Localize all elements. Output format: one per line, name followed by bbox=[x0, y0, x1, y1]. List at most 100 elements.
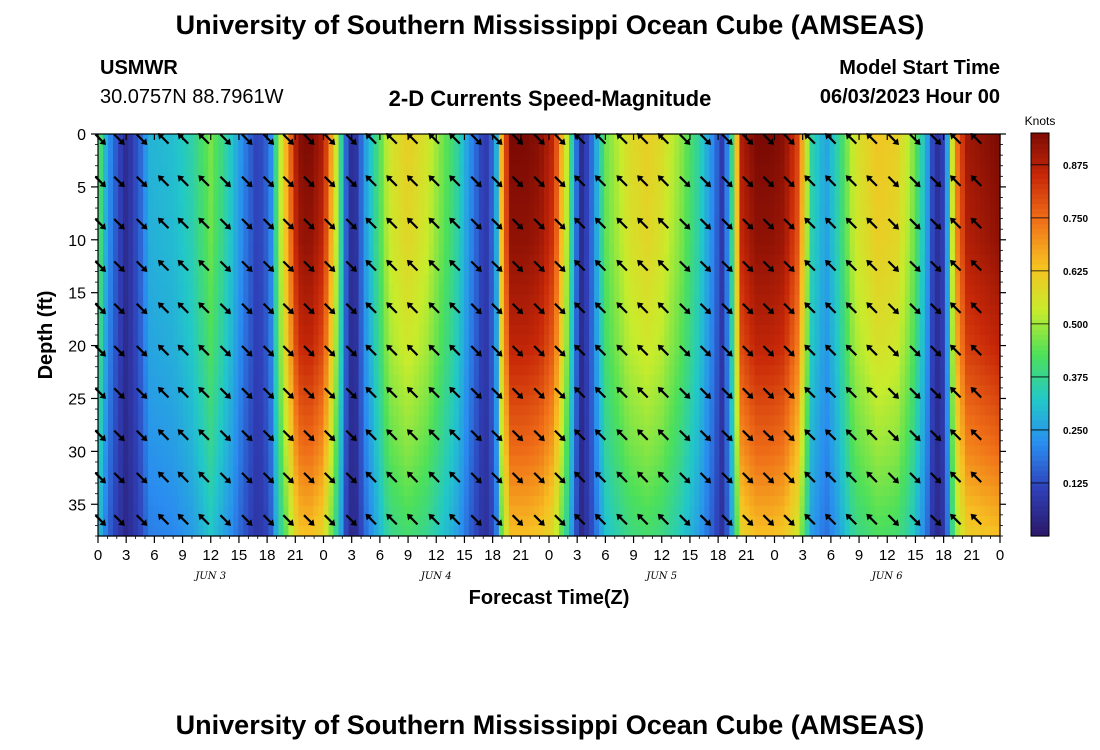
heatmap-cell bbox=[784, 204, 791, 215]
heatmap-cell bbox=[208, 184, 214, 195]
heatmap-cell bbox=[258, 154, 264, 165]
heatmap-cell bbox=[724, 144, 730, 155]
heatmap-cell bbox=[724, 365, 730, 376]
heatmap-cell bbox=[964, 345, 971, 356]
heatmap-cell bbox=[924, 254, 931, 266]
heatmap-cell bbox=[734, 144, 741, 155]
heatmap-cell bbox=[754, 314, 761, 326]
heatmap-cell bbox=[143, 324, 149, 336]
heatmap-cell bbox=[123, 284, 129, 296]
heatmap-cell bbox=[744, 365, 751, 376]
heatmap-cell bbox=[533, 294, 540, 306]
heatmap-cell bbox=[178, 314, 184, 326]
heatmap-cell bbox=[689, 375, 695, 386]
heatmap-cell bbox=[398, 184, 405, 195]
heatmap-cell bbox=[664, 405, 670, 416]
heatmap-cell bbox=[914, 345, 921, 356]
heatmap-cell bbox=[704, 154, 710, 165]
heatmap-cell bbox=[278, 294, 285, 306]
heatmap-cell bbox=[253, 375, 259, 386]
heatmap-cell bbox=[584, 375, 590, 386]
heatmap-cell bbox=[478, 234, 485, 246]
heatmap-cell bbox=[649, 264, 655, 276]
heatmap-cell bbox=[829, 355, 836, 366]
heatmap-cell bbox=[438, 134, 445, 145]
heatmap-cell bbox=[498, 224, 505, 236]
heatmap-cell bbox=[543, 274, 550, 286]
heatmap-cell bbox=[909, 395, 916, 406]
heatmap-cell bbox=[388, 194, 395, 205]
heatmap-cell bbox=[193, 144, 199, 155]
heatmap-cell bbox=[313, 385, 320, 396]
heatmap-cell bbox=[263, 204, 269, 215]
heatmap-cell bbox=[118, 365, 124, 376]
heatmap-cell bbox=[233, 174, 239, 185]
heatmap-cell bbox=[654, 405, 660, 416]
heatmap-cell bbox=[709, 365, 715, 376]
heatmap-cell bbox=[629, 254, 635, 266]
heatmap-cell bbox=[754, 405, 761, 416]
heatmap-cell bbox=[498, 314, 505, 326]
heatmap-cell bbox=[569, 164, 575, 175]
heatmap-cell bbox=[744, 304, 751, 316]
heatmap-cell bbox=[844, 324, 851, 336]
heatmap-cell bbox=[874, 365, 881, 376]
heatmap-cell bbox=[478, 355, 485, 366]
heatmap-cell bbox=[343, 174, 350, 185]
heatmap-cell bbox=[769, 274, 776, 286]
heatmap-cell bbox=[328, 405, 335, 416]
heatmap-cell bbox=[944, 204, 951, 215]
heatmap-cell bbox=[944, 164, 951, 175]
heatmap-cell bbox=[989, 224, 996, 236]
heatmap-cell bbox=[413, 314, 420, 326]
heatmap-cell bbox=[263, 375, 269, 386]
heatmap-cell bbox=[774, 345, 781, 356]
heatmap-cell bbox=[268, 204, 274, 215]
station-id: USMWR bbox=[100, 57, 178, 79]
heatmap-cell bbox=[263, 164, 269, 175]
heatmap-cell bbox=[208, 314, 214, 326]
heatmap-cell bbox=[634, 395, 640, 406]
heatmap-cell bbox=[739, 395, 746, 406]
heatmap-cell bbox=[729, 314, 736, 326]
heatmap-cell bbox=[188, 244, 194, 256]
heatmap-cell bbox=[113, 335, 119, 346]
heatmap-cell bbox=[689, 405, 695, 416]
heatmap-cell bbox=[984, 385, 991, 396]
heatmap-cell bbox=[113, 194, 119, 205]
heatmap-cell bbox=[684, 395, 690, 406]
heatmap-cell bbox=[654, 224, 660, 236]
heatmap-cell bbox=[498, 395, 505, 406]
heatmap-cell bbox=[423, 254, 430, 266]
heatmap-cell bbox=[724, 314, 730, 326]
heatmap-cell bbox=[909, 154, 916, 165]
heatmap-cell bbox=[268, 244, 274, 256]
heatmap-cell bbox=[709, 234, 715, 246]
heatmap-cell bbox=[604, 234, 610, 246]
heatmap-cell bbox=[624, 335, 630, 346]
heatmap-cell bbox=[538, 284, 545, 296]
heatmap-cell bbox=[283, 284, 290, 296]
heatmap-cell bbox=[674, 204, 680, 215]
heatmap-cell bbox=[398, 164, 405, 175]
heatmap-cell bbox=[233, 224, 239, 236]
heatmap-cell bbox=[523, 224, 530, 236]
heatmap-cell bbox=[403, 154, 410, 165]
heatmap-cell bbox=[498, 324, 505, 336]
heatmap-cell bbox=[443, 264, 450, 276]
heatmap-cell bbox=[98, 335, 104, 346]
heatmap-cell bbox=[979, 224, 986, 236]
heatmap-cell bbox=[849, 154, 856, 165]
heatmap-cell bbox=[809, 164, 816, 175]
heatmap-cell bbox=[669, 174, 675, 185]
heatmap-cell bbox=[714, 324, 720, 336]
heatmap-cell bbox=[403, 324, 410, 336]
heatmap-cell bbox=[554, 254, 560, 266]
heatmap-cell bbox=[899, 385, 906, 396]
heatmap-cell bbox=[318, 194, 325, 205]
heatmap-cell bbox=[483, 304, 490, 316]
heatmap-cell bbox=[543, 264, 550, 276]
heatmap-cell bbox=[118, 314, 124, 326]
heatmap-cell bbox=[964, 385, 971, 396]
heatmap-cell bbox=[634, 234, 640, 246]
